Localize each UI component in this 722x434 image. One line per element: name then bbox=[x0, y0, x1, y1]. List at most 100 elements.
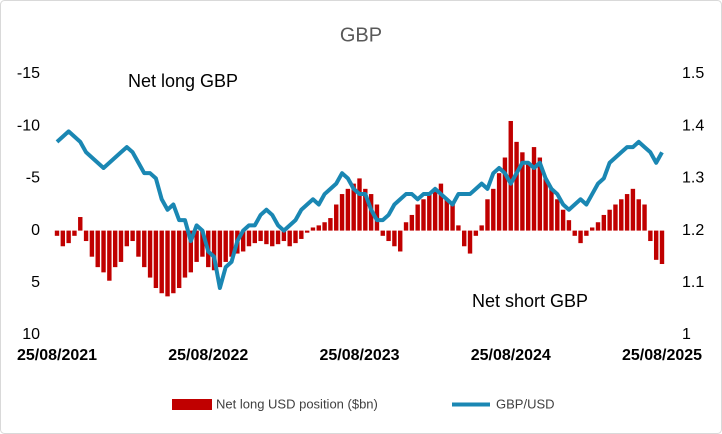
bar bbox=[386, 230, 391, 242]
bar bbox=[264, 230, 269, 245]
bar bbox=[78, 217, 83, 231]
bar bbox=[409, 214, 415, 231]
bar bbox=[398, 230, 403, 252]
bar bbox=[124, 230, 130, 247]
bar bbox=[659, 230, 665, 265]
y-tick-label: -15 bbox=[17, 65, 40, 82]
bar bbox=[380, 230, 385, 236]
legend-label: Net long USD position ($bn) bbox=[216, 396, 378, 411]
bar bbox=[595, 222, 601, 231]
bar bbox=[403, 222, 409, 231]
bar bbox=[130, 230, 135, 242]
y2-tick-label: 1.1 bbox=[682, 274, 704, 291]
bar bbox=[444, 199, 449, 231]
bar bbox=[147, 230, 153, 278]
bar bbox=[328, 218, 333, 231]
bar bbox=[60, 230, 66, 247]
bar bbox=[240, 230, 246, 252]
x-tick-label: 25/08/2025 bbox=[622, 347, 702, 364]
bar bbox=[270, 230, 275, 247]
bar bbox=[95, 230, 100, 268]
bar bbox=[89, 230, 95, 257]
bar bbox=[392, 230, 397, 247]
y2-tick-label: 1 bbox=[682, 326, 691, 343]
bar bbox=[636, 199, 641, 231]
bar bbox=[572, 230, 577, 236]
bar bbox=[281, 230, 287, 242]
bar bbox=[310, 227, 316, 231]
bar bbox=[607, 209, 612, 231]
bar bbox=[427, 194, 432, 231]
bar bbox=[165, 230, 170, 297]
bar bbox=[72, 230, 77, 236]
bar bbox=[555, 199, 560, 231]
x-tick-label: 25/08/2022 bbox=[168, 347, 248, 364]
bar bbox=[200, 230, 205, 257]
bar bbox=[560, 209, 566, 231]
bar bbox=[549, 188, 554, 231]
bar bbox=[182, 230, 188, 278]
y-tick-label: 10 bbox=[22, 326, 40, 343]
bar bbox=[653, 230, 659, 260]
bar bbox=[508, 120, 513, 231]
bar bbox=[142, 230, 147, 268]
bar bbox=[223, 230, 228, 262]
bar bbox=[107, 230, 112, 281]
bar bbox=[601, 214, 607, 231]
bar bbox=[217, 230, 223, 268]
bar bbox=[502, 157, 508, 231]
bar bbox=[246, 230, 252, 247]
bar bbox=[258, 230, 263, 242]
bar bbox=[101, 230, 106, 273]
bar bbox=[619, 199, 624, 231]
line bbox=[55, 129, 664, 291]
bar bbox=[496, 173, 502, 231]
bar bbox=[176, 230, 182, 289]
y2-tick-label: 1.3 bbox=[682, 170, 704, 187]
bar bbox=[531, 147, 537, 231]
y-tick-label: 5 bbox=[31, 274, 40, 291]
bar bbox=[438, 183, 444, 231]
bar bbox=[304, 230, 310, 233]
bar bbox=[415, 204, 420, 231]
bar bbox=[316, 225, 321, 231]
bar bbox=[345, 188, 351, 231]
bar bbox=[334, 204, 339, 231]
bar bbox=[363, 188, 368, 231]
bar bbox=[648, 230, 653, 242]
bar bbox=[450, 204, 455, 231]
bar bbox=[578, 230, 583, 244]
bar bbox=[456, 225, 461, 231]
bar bbox=[462, 230, 467, 247]
bar bbox=[83, 230, 89, 242]
bar bbox=[293, 230, 298, 244]
bar bbox=[252, 230, 257, 244]
bar bbox=[136, 230, 141, 257]
bar bbox=[112, 230, 118, 268]
y-tick-label: -10 bbox=[17, 117, 40, 134]
bar bbox=[520, 152, 525, 231]
y2-tick-label: 1.2 bbox=[682, 222, 704, 239]
bar bbox=[624, 194, 630, 231]
bar bbox=[543, 178, 548, 231]
bar bbox=[473, 230, 479, 236]
bar bbox=[485, 199, 490, 231]
bar bbox=[194, 230, 199, 262]
bar bbox=[299, 230, 304, 239]
annotation: Net long GBP bbox=[128, 71, 238, 91]
bar bbox=[584, 230, 589, 236]
y-tick-label: 0 bbox=[31, 222, 40, 239]
x-tick-label: 25/08/2021 bbox=[17, 347, 97, 364]
bar bbox=[491, 188, 496, 231]
bar bbox=[118, 230, 124, 262]
bar bbox=[589, 227, 595, 231]
x-tick-label: 25/08/2023 bbox=[319, 347, 399, 364]
chart-title: GBP bbox=[340, 24, 382, 46]
y-tick-label: -5 bbox=[26, 170, 40, 187]
bar bbox=[211, 230, 217, 271]
y2-tick-label: 1.4 bbox=[682, 117, 704, 134]
bar bbox=[322, 222, 327, 231]
bar bbox=[479, 225, 484, 231]
legend-label: GBP/USD bbox=[496, 396, 555, 411]
